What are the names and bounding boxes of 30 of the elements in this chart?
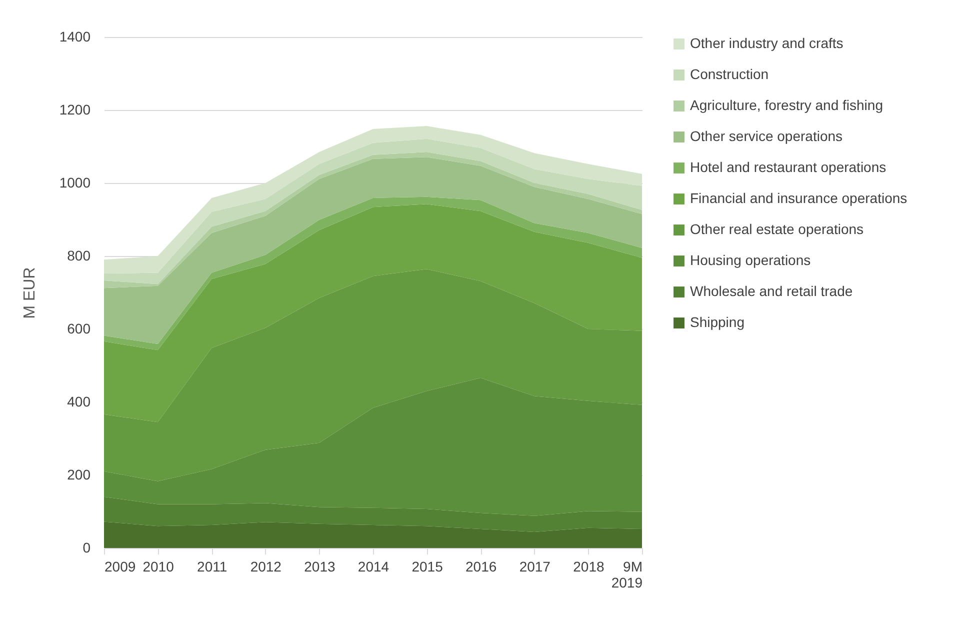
y-tick-label: 1000 bbox=[59, 174, 91, 190]
y-tick-label: 400 bbox=[67, 394, 91, 410]
x-tick-label: 2015 bbox=[412, 558, 444, 574]
legend-label: Other service operations bbox=[690, 128, 843, 144]
y-tick-label: 600 bbox=[67, 320, 91, 336]
x-tick-label: 2017 bbox=[519, 558, 551, 574]
y-tick-label: 800 bbox=[67, 248, 91, 264]
legend-label: Construction bbox=[690, 66, 769, 82]
x-tick-label: 2012 bbox=[250, 558, 282, 574]
x-tick-label: 2018 bbox=[573, 558, 604, 574]
legend-label: Financial and insurance operations bbox=[690, 190, 908, 206]
x-tick-label: 2009 bbox=[104, 558, 136, 574]
y-tick-label: 1400 bbox=[59, 28, 91, 44]
y-tick-label: 1200 bbox=[59, 102, 91, 118]
legend-label: Other industry and crafts bbox=[690, 35, 844, 51]
x-tick-label: 2011 bbox=[197, 558, 228, 574]
y-tick-label: 0 bbox=[82, 540, 91, 556]
legend-label: Other real estate operations bbox=[690, 221, 864, 237]
legend-label: Shipping bbox=[690, 314, 744, 330]
legend-label: Hotel and restaurant operations bbox=[690, 159, 886, 175]
legend-label: Housing operations bbox=[690, 252, 811, 268]
legend-label: Agriculture, forestry and fishing bbox=[690, 97, 883, 113]
legend-label: Wholesale and retail trade bbox=[690, 283, 853, 299]
x-tick-label: 2010 bbox=[142, 558, 174, 574]
y-axis-title: M EUR bbox=[21, 267, 38, 319]
x-tick-label: 2016 bbox=[466, 558, 497, 574]
x-tick-label: 9M 2019 bbox=[611, 558, 643, 590]
x-tick-label: 2014 bbox=[358, 558, 390, 574]
x-tick-label: 2013 bbox=[304, 558, 336, 574]
y-tick-label: 200 bbox=[67, 466, 91, 482]
